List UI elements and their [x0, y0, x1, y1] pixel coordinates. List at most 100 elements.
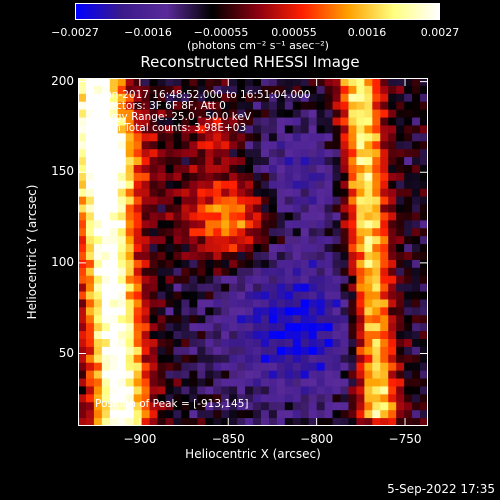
heatmap-cell — [101, 362, 111, 372]
heatmap-cell — [372, 307, 381, 316]
heatmap-cell — [300, 117, 310, 126]
heatmap-cell — [149, 252, 158, 261]
heatmap-cell — [189, 133, 198, 142]
heatmap-cell — [205, 228, 214, 237]
heatmap-cell — [141, 204, 150, 213]
heatmap-cell — [93, 283, 103, 292]
heatmap-cell — [237, 188, 246, 198]
heatmap-cell — [356, 117, 365, 126]
heatmap-cell — [205, 220, 214, 229]
heatmap-cell — [205, 259, 214, 269]
heatmap-cell — [348, 410, 357, 419]
heatmap-cell — [412, 362, 421, 372]
heatmap-cell — [348, 346, 357, 356]
heatmap-cell — [109, 101, 119, 111]
heatmap-cell — [388, 228, 397, 237]
heatmap-cell — [165, 220, 174, 229]
heatmap-cell — [356, 165, 365, 174]
heatmap-cell — [221, 362, 230, 372]
heatmap-cell — [237, 299, 246, 308]
heatmap-cell — [268, 188, 278, 198]
heatmap-cell — [133, 394, 143, 403]
heatmap-cell — [141, 196, 150, 205]
heatmap-cell — [380, 212, 389, 221]
heatmap-cell — [229, 228, 238, 237]
heatmap-cell — [300, 291, 310, 300]
heatmap-cell — [268, 204, 278, 213]
heatmap-cell — [221, 180, 230, 190]
heatmap-cell — [109, 220, 119, 229]
heatmap-cell — [213, 299, 222, 308]
heatmap-cell — [308, 157, 318, 166]
heatmap-cell — [348, 354, 357, 364]
heatmap-cell — [197, 78, 206, 87]
heatmap-cell — [125, 78, 135, 87]
heatmap-cell — [221, 228, 230, 237]
heatmap-cell — [237, 212, 246, 221]
heatmap-cell — [268, 141, 278, 150]
heatmap-cell — [78, 323, 87, 332]
heatmap-cell — [205, 299, 214, 308]
heatmap-cell — [133, 339, 143, 348]
heatmap-cell — [109, 283, 119, 292]
heatmap-cell — [380, 133, 389, 142]
heatmap-cell — [420, 109, 428, 118]
colorbar-unit-label: (photons cm⁻² s⁻¹ asec⁻²) — [187, 39, 329, 52]
heatmap-cell — [205, 362, 214, 372]
heatmap-cell — [276, 410, 286, 419]
heatmap-cell — [133, 362, 143, 372]
heatmap-cell — [125, 236, 135, 245]
heatmap-cell — [260, 307, 270, 316]
heatmap-cell — [78, 386, 87, 395]
heatmap-cell — [85, 331, 95, 340]
heatmap-cell — [197, 101, 206, 111]
heatmap-cell — [388, 259, 397, 269]
heatmap-cell — [125, 244, 135, 253]
heatmap-cell — [93, 259, 103, 269]
heatmap-cell — [396, 117, 405, 126]
heatmap-cell — [109, 149, 119, 158]
heatmap-cell — [372, 331, 381, 340]
heatmap-cell — [332, 101, 341, 111]
heatmap-cell — [213, 125, 222, 134]
heatmap-cell — [229, 386, 238, 395]
heatmap-cell — [253, 331, 262, 340]
heatmap-cell — [276, 402, 286, 411]
heatmap-cell — [356, 386, 365, 395]
heatmap-cell — [300, 236, 310, 245]
heatmap-cell — [205, 244, 214, 253]
heatmap-cell — [101, 125, 111, 134]
heatmap-cell — [404, 307, 413, 316]
heatmap-cell — [276, 157, 286, 166]
heatmap-cell — [117, 267, 127, 277]
heatmap-cell — [420, 180, 428, 190]
heatmap-cell — [101, 228, 111, 237]
heatmap-cell — [396, 283, 405, 292]
heatmap-cell — [332, 157, 341, 166]
heatmap-cell — [260, 291, 270, 300]
heatmap-cell — [141, 117, 150, 126]
heatmap-cell — [253, 386, 262, 395]
heatmap-cell — [396, 196, 405, 205]
heatmap-cell — [149, 323, 158, 332]
heatmap-cell — [93, 402, 103, 411]
heatmap-cell — [268, 307, 278, 316]
heatmap-cell — [404, 78, 413, 87]
heatmap-cell — [141, 141, 150, 150]
heatmap-cell — [396, 291, 405, 300]
y-tick-label: 100 — [51, 254, 74, 269]
heatmap-cell — [404, 252, 413, 261]
heatmap-cell — [308, 188, 318, 198]
heatmap-cell — [245, 370, 254, 379]
heatmap-cell — [141, 125, 150, 134]
heatmap-cell — [388, 283, 397, 292]
heatmap-cell — [93, 378, 103, 387]
heatmap-cell — [324, 85, 333, 95]
heatmap-cell — [348, 331, 357, 340]
heatmap-cell — [189, 236, 198, 245]
heatmap-cell — [189, 188, 198, 198]
heatmap-cell — [173, 307, 182, 316]
heatmap-cell — [189, 101, 198, 111]
heatmap-cell — [101, 315, 111, 324]
heatmap-cell — [380, 410, 389, 419]
